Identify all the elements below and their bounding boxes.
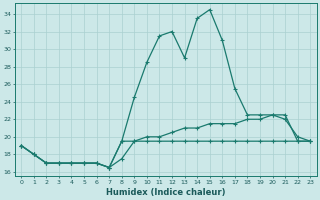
X-axis label: Humidex (Indice chaleur): Humidex (Indice chaleur) — [106, 188, 226, 197]
